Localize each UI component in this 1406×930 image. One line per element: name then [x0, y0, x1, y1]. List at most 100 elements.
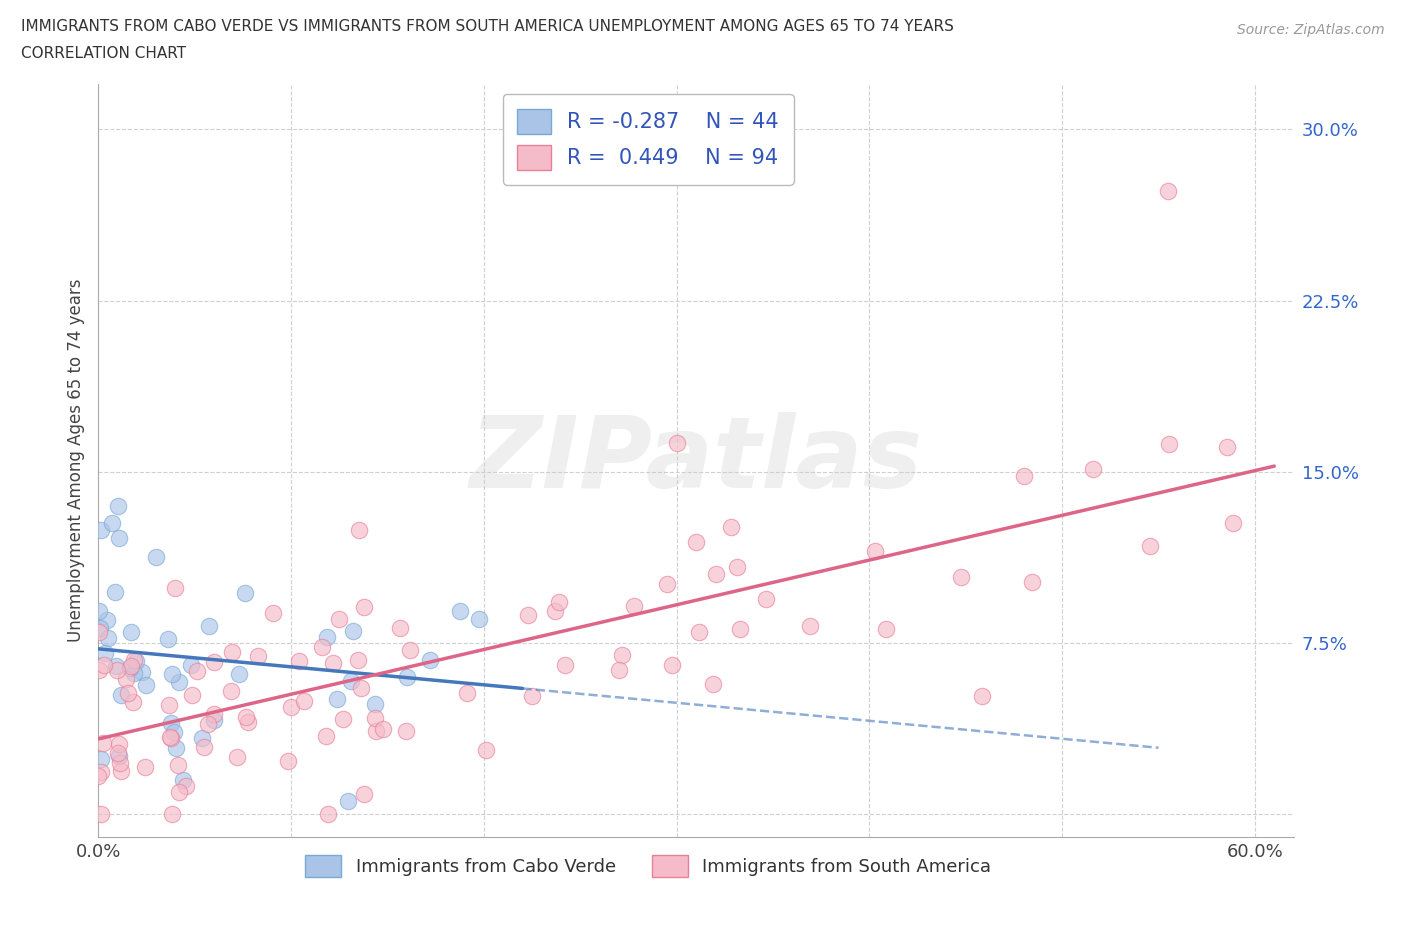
Point — [90, 523, 112, 538]
Point — [190, 730, 212, 745]
Point — [163, 724, 186, 739]
Text: ZIPatlas: ZIPatlas — [470, 412, 922, 509]
Point — [202, 706, 225, 721]
Point — [1083, 461, 1105, 476]
Point — [131, 664, 153, 679]
Point — [108, 530, 131, 545]
Point — [396, 670, 419, 684]
Point — [186, 664, 208, 679]
Point — [159, 715, 181, 730]
Y-axis label: Unemployment Among Ages 65 to 74 years: Unemployment Among Ages 65 to 74 years — [66, 279, 84, 642]
Point — [124, 652, 146, 667]
Point — [124, 654, 146, 669]
Point — [277, 754, 299, 769]
Point — [548, 594, 571, 609]
Point — [1222, 516, 1244, 531]
Point — [1157, 183, 1180, 198]
Point — [342, 623, 364, 638]
Point — [226, 750, 249, 764]
Point — [704, 566, 727, 581]
Point — [90, 751, 112, 766]
Point — [219, 684, 242, 698]
Point — [228, 667, 250, 682]
Point — [322, 656, 344, 671]
Point — [197, 717, 219, 732]
Point — [623, 598, 645, 613]
Point — [326, 692, 349, 707]
Point — [720, 520, 742, 535]
Point — [160, 731, 183, 746]
Point — [353, 787, 375, 802]
Point — [165, 741, 187, 756]
Point — [104, 585, 127, 600]
Point — [350, 681, 373, 696]
Point — [610, 647, 633, 662]
Point — [288, 653, 311, 668]
Point — [328, 611, 350, 626]
Point — [364, 697, 387, 711]
Point — [1012, 469, 1035, 484]
Point — [157, 698, 180, 712]
Point — [353, 600, 375, 615]
Point — [145, 550, 167, 565]
Point — [167, 785, 190, 800]
Point — [398, 643, 420, 658]
Point — [107, 745, 129, 760]
Point — [89, 604, 111, 618]
Point — [725, 559, 748, 574]
Point — [316, 630, 339, 644]
Point — [193, 739, 215, 754]
Point — [166, 758, 188, 773]
Point — [87, 768, 110, 783]
Point — [364, 711, 387, 725]
Point — [181, 688, 204, 703]
Point — [134, 759, 156, 774]
Point — [1216, 439, 1239, 454]
Point — [90, 806, 112, 821]
Point — [134, 677, 156, 692]
Point — [685, 534, 707, 549]
Point — [110, 687, 132, 702]
Point — [247, 649, 270, 664]
Point — [1021, 575, 1043, 590]
Point — [1139, 538, 1161, 553]
Point — [233, 585, 256, 600]
Point — [167, 674, 190, 689]
Point — [665, 435, 688, 450]
Point — [160, 806, 183, 821]
Point — [292, 694, 315, 709]
Point — [107, 749, 129, 764]
Point — [280, 700, 302, 715]
Point — [105, 662, 128, 677]
Point — [121, 695, 143, 710]
Point — [156, 631, 179, 646]
Point — [456, 685, 478, 700]
Point — [315, 729, 337, 744]
Point — [544, 604, 567, 618]
Point — [96, 613, 118, 628]
Point — [755, 591, 778, 606]
Point — [863, 543, 886, 558]
Text: CORRELATION CHART: CORRELATION CHART — [21, 46, 186, 61]
Point — [159, 729, 181, 744]
Point — [117, 685, 139, 700]
Point — [728, 621, 751, 636]
Point — [120, 658, 142, 673]
Point — [160, 667, 183, 682]
Legend: Immigrants from Cabo Verde, Immigrants from South America: Immigrants from Cabo Verde, Immigrants f… — [298, 848, 998, 884]
Point — [336, 793, 359, 808]
Point — [180, 658, 202, 673]
Point — [93, 658, 115, 672]
Point — [395, 724, 418, 738]
Point — [118, 660, 141, 675]
Point — [90, 764, 112, 779]
Point — [104, 658, 127, 673]
Point — [661, 658, 683, 672]
Point — [364, 724, 387, 738]
Point — [373, 722, 395, 737]
Point — [202, 713, 225, 728]
Point — [419, 653, 441, 668]
Point — [235, 710, 257, 724]
Point — [174, 779, 197, 794]
Point — [657, 577, 679, 591]
